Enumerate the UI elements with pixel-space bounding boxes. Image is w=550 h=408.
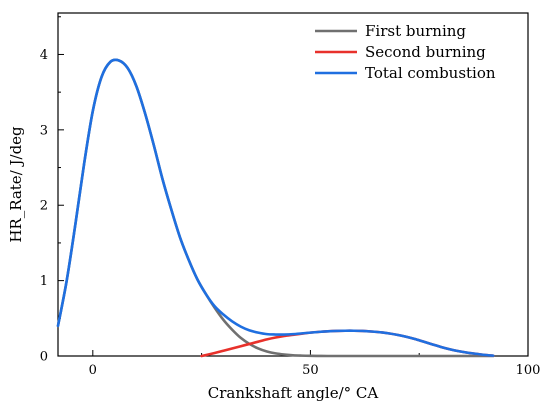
y-tick-label: 1 [40,274,48,289]
series-first-burning [56,58,495,358]
legend-label: Total combustion [365,64,496,82]
legend-label: Second burning [365,43,486,61]
legend: First burning Second burning Total combust… [315,22,496,82]
legend-label: First burning [365,22,466,40]
y-tick-label: 3 [40,123,48,138]
x-tick-label: 100 [516,363,541,378]
y-tick-label: 2 [40,199,48,214]
y-tick-label: 4 [40,48,48,63]
series-layer [56,58,495,358]
x-tick-label: 50 [302,363,319,378]
y-tick-label: 0 [40,350,48,365]
series-total-combustion [56,58,495,357]
y-axis-title: HR_Rate/ J/deg [7,126,25,243]
x-tick-label: 0 [89,363,97,378]
series-second-burning [200,329,495,358]
x-axis-title: Crankshaft angle/° CA [208,384,379,402]
